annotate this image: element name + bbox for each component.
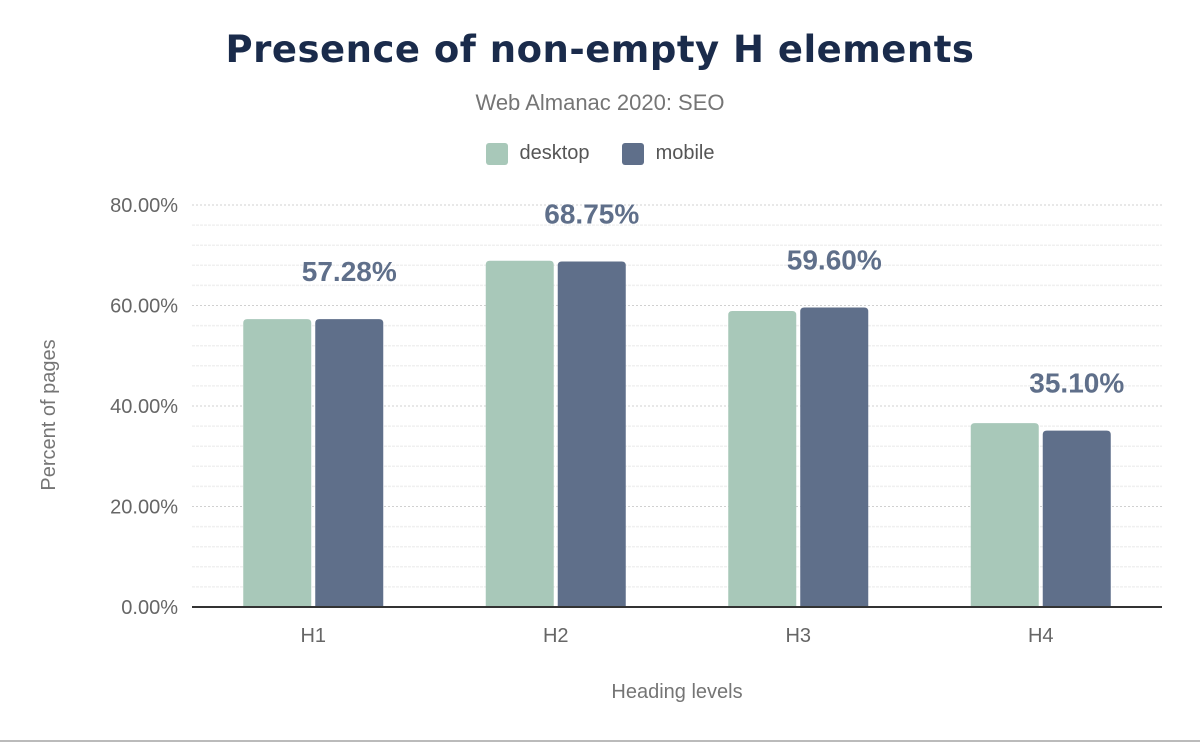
bar-desktop-H1	[243, 319, 312, 607]
bar-mobile-H4	[1042, 430, 1111, 607]
data-label: 59.60%	[787, 245, 882, 276]
y-tick-label: 80.00%	[110, 195, 178, 217]
y-tick-label: 20.00%	[110, 497, 178, 519]
data-label: 68.75%	[544, 199, 639, 230]
x-axis-title: Heading levels	[611, 681, 742, 703]
y-tick-label: 0.00%	[121, 597, 178, 619]
divider	[0, 740, 1200, 742]
legend-item-desktop[interactable]: desktop	[485, 142, 590, 165]
legend-swatch-desktop	[485, 142, 508, 165]
y-tick-label: 40.00%	[110, 396, 178, 418]
bar-mobile-H1	[315, 319, 384, 607]
chart-subtitle: Web Almanac 2020: SEO	[475, 90, 725, 115]
bar-desktop-H3	[728, 311, 797, 607]
bar-mobile-H3	[800, 307, 869, 607]
y-tick-label: 60.00%	[110, 296, 178, 318]
legend-item-mobile[interactable]: mobile	[621, 142, 715, 165]
bar-desktop-H2	[485, 260, 554, 607]
bar-mobile-H2	[557, 261, 626, 607]
data-label: 57.28%	[302, 256, 397, 287]
bar-desktop-H4	[970, 423, 1039, 607]
legend-swatch-mobile	[621, 142, 644, 165]
legend-label-desktop: desktop	[519, 142, 590, 164]
y-axis-title: Percent of pages	[38, 339, 60, 490]
legend: desktop mobile	[0, 142, 1200, 165]
x-tick-label: H4	[1028, 625, 1054, 647]
x-tick-label: H3	[785, 625, 811, 647]
legend-label-mobile: mobile	[655, 142, 715, 164]
chart-title: Presence of non-empty H elements	[225, 28, 975, 71]
x-tick-label: H1	[300, 625, 326, 647]
x-tick-label: H2	[543, 625, 569, 647]
data-label: 35.10%	[1029, 368, 1124, 399]
